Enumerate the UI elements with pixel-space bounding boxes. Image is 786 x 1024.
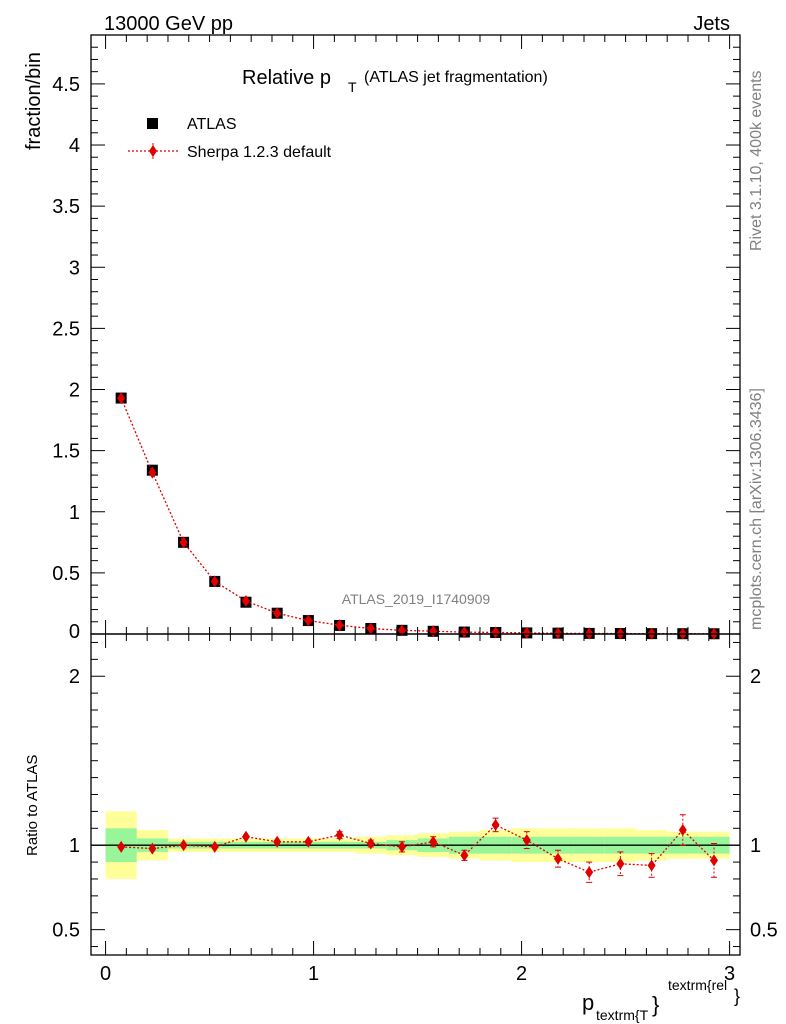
sherpa-data-point bbox=[366, 622, 375, 635]
ratio-band-layer bbox=[91, 811, 740, 879]
ratio-point bbox=[678, 823, 687, 836]
analysis-label: ATLAS_2019_I1740909 bbox=[342, 591, 491, 607]
lower-y-tick-label: 0.5 bbox=[52, 920, 80, 942]
ratio-line bbox=[121, 824, 715, 873]
axes-layer: 0 1 2 3 0.5 1 1.5 2 2.5 3 3.5 4 4.5 0 0.5 0.5 1 1 2 2 bbox=[52, 34, 778, 985]
upper-y-tick-label-zero: 0 bbox=[69, 621, 80, 643]
ratio-point bbox=[179, 839, 188, 852]
legend-mc-marker bbox=[149, 145, 157, 157]
sherpa-data-point bbox=[179, 536, 188, 549]
ratio-point bbox=[210, 840, 219, 853]
sherpa-data-point bbox=[241, 594, 250, 607]
ratio-point bbox=[491, 818, 500, 831]
header-right: Jets bbox=[693, 13, 730, 35]
ratio-point bbox=[429, 835, 438, 848]
upper-y-tick-label: 1.5 bbox=[52, 441, 80, 463]
x-axis-label: p textrm{T } textrm{rel } bbox=[582, 977, 740, 1023]
upper-y-tick-label: 2.5 bbox=[52, 318, 80, 340]
ratio-data-layer bbox=[117, 814, 718, 883]
sherpa-data-point bbox=[148, 466, 157, 479]
upper-y-axis-label: fraction/bin bbox=[23, 52, 45, 150]
ratio-point bbox=[397, 840, 406, 853]
ratio-point bbox=[241, 830, 250, 843]
x-axis-label-main: p bbox=[582, 990, 594, 1015]
x-tick-label: 1 bbox=[308, 963, 319, 985]
mcplots-label: mcplots.cern.ch [arXiv:1306.3436] bbox=[748, 388, 765, 630]
upper-y-tick-label: 0.5 bbox=[52, 563, 80, 585]
header-left: 13000 GeV pp bbox=[104, 13, 233, 35]
sherpa-data-point bbox=[553, 627, 562, 640]
sherpa-data-point bbox=[491, 626, 500, 639]
lower-y-tick-label-right: 2 bbox=[750, 666, 761, 688]
upper-y-tick-label: 3.5 bbox=[52, 196, 80, 218]
legend-mc-label: Sherpa 1.2.3 default bbox=[187, 144, 332, 161]
x-tick-label: 0 bbox=[100, 963, 111, 985]
sherpa-data-point bbox=[522, 626, 531, 639]
ratio-point bbox=[460, 849, 469, 862]
legend-atlas-marker bbox=[147, 118, 158, 129]
ratio-point bbox=[647, 859, 656, 872]
upper-y-tick-label: 2 bbox=[69, 380, 80, 402]
x-axis-label-brace: } bbox=[652, 992, 659, 1017]
sherpa-data-point bbox=[273, 607, 282, 620]
x-axis-label-sup: textrm{rel bbox=[668, 977, 727, 993]
legend: ATLAS Sherpa 1.2.3 default bbox=[128, 116, 332, 161]
sherpa-data-point bbox=[460, 626, 469, 639]
ratio-point bbox=[709, 854, 718, 867]
ratio-point bbox=[117, 840, 126, 853]
upper-y-tick-label: 4 bbox=[69, 135, 80, 157]
ratio-point bbox=[553, 852, 562, 865]
x-tick-label: 2 bbox=[516, 963, 527, 985]
ratio-point bbox=[366, 837, 375, 850]
lower-y-tick-label-right: 1 bbox=[750, 835, 761, 857]
upper-y-tick-label: 4.5 bbox=[52, 74, 80, 96]
lower-y-tick-label: 1 bbox=[69, 835, 80, 857]
title-main: Relative p bbox=[242, 67, 331, 89]
ratio-point bbox=[585, 866, 594, 879]
ratio-point bbox=[273, 835, 282, 848]
lower-plot-frame bbox=[90, 633, 741, 956]
ratio-point bbox=[522, 834, 531, 847]
lower-y-tick-label: 2 bbox=[69, 666, 80, 688]
x-axis-label-sub: textrm{T bbox=[596, 1007, 649, 1023]
ratio-point bbox=[335, 829, 344, 842]
rivet-label: Rivet 3.1.10, 400k events bbox=[748, 70, 765, 251]
chart-title: Relative p T (ATLAS jet fragmentation) bbox=[242, 67, 548, 95]
sherpa-data-point bbox=[210, 575, 219, 588]
x-tick-label: 3 bbox=[724, 963, 735, 985]
upper-y-tick-label: 3 bbox=[69, 257, 80, 279]
sherpa-data-point bbox=[117, 392, 126, 405]
sherpa-data-point bbox=[304, 614, 313, 627]
title-subscript: T bbox=[348, 79, 357, 95]
lower-y-axis-label: Ratio to ATLAS bbox=[24, 755, 41, 856]
ratio-point bbox=[148, 842, 157, 855]
legend-atlas-label: ATLAS bbox=[187, 116, 237, 133]
lower-y-tick-label-right: 0.5 bbox=[750, 920, 778, 942]
upper-y-tick-label: 1 bbox=[69, 502, 80, 524]
x-axis-label-sup-brace: } bbox=[734, 986, 740, 1006]
ratio-point bbox=[616, 857, 625, 870]
sherpa-data-point bbox=[397, 624, 406, 637]
title-paren: (ATLAS jet fragmentation) bbox=[364, 69, 548, 86]
ratio-point bbox=[304, 835, 313, 848]
sherpa-data-point bbox=[335, 619, 344, 632]
